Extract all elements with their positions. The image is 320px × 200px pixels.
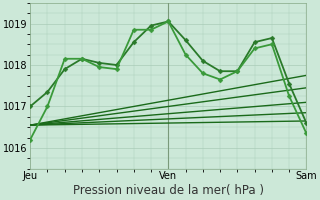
X-axis label: Pression niveau de la mer( hPa ): Pression niveau de la mer( hPa ) <box>73 184 264 197</box>
